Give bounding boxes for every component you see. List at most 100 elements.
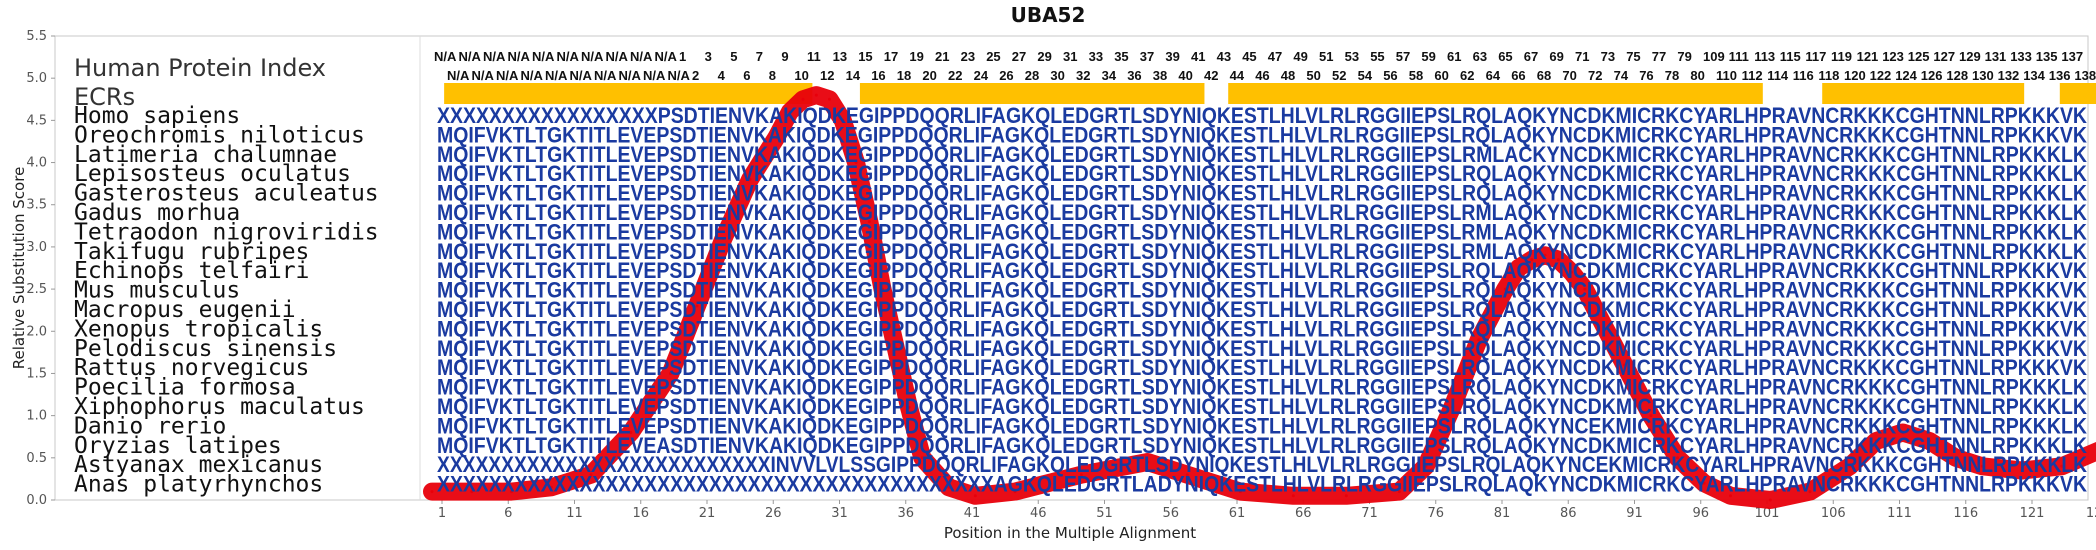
x-tick-label: 1 (438, 506, 446, 521)
index-bottom-label: N/A (594, 68, 617, 83)
species-name: Oreochromis niloticus (74, 122, 365, 148)
index-top-label: N/A (459, 49, 482, 64)
index-top-label: 71 (1575, 49, 1589, 64)
y-tick-label: 5.5 (26, 29, 47, 44)
index-top-label: 61 (1447, 49, 1461, 64)
sequence-row: XXXXXXXXXXXXXXXXXXXXXXXXXXINVVLVLSSGIPPD… (437, 452, 2087, 477)
x-tick-label: 51 (1096, 506, 1113, 521)
x-tick-label: 41 (964, 506, 981, 521)
index-bottom-label: 132 (1998, 68, 2020, 83)
index-bottom-label: 64 (1486, 68, 1501, 83)
index-bottom-label: N/A (619, 68, 642, 83)
score-point (748, 177, 752, 181)
index-top-label: N/A (581, 49, 604, 64)
index-bottom-label: N/A (668, 68, 691, 83)
species-name: Mus musculus (74, 278, 240, 304)
index-top-label: 15 (858, 49, 872, 64)
species-name: Rattus norvegicus (74, 355, 309, 381)
score-point (1901, 431, 1905, 434)
x-tick-label: 96 (1692, 506, 1709, 521)
index-top-label: 67 (1524, 49, 1538, 64)
species-name: Pelodiscus sinensis (74, 336, 337, 362)
index-top-label: 113 (1754, 49, 1775, 64)
index-bottom-label: 34 (1102, 68, 1117, 83)
x-tick-label: 26 (765, 506, 782, 521)
index-bottom-label: 14 (846, 68, 861, 83)
human-protein-index-label: Human Protein Index (74, 54, 326, 82)
score-point (1517, 266, 1520, 270)
index-top-label: 9 (781, 49, 788, 64)
index-top-label: 115 (1780, 49, 1801, 64)
index-top-label: 77 (1652, 49, 1666, 64)
index-top-label: 111 (1729, 49, 1749, 64)
index-bottom-label: 30 (1050, 68, 1064, 83)
sequence-row: MQIFVKTLTGKTITLEVEPSDTIENVKAKIQDKEGIPPDQ… (437, 239, 2087, 264)
sequence-row: MQIFVKTLTGKTITLEVEASDTIENVKAKIQDKEGIPPDQ… (437, 433, 2087, 458)
x-tick-label: 91 (1626, 506, 1643, 521)
index-top-label: 57 (1396, 49, 1410, 64)
score-point (1450, 405, 1454, 409)
index-top-label: 29 (1037, 49, 1051, 64)
sequence-row: MQIFVKTLTGKTITLEVEPSDTIENVKAKIQDKEGIPPDQ… (437, 336, 2087, 361)
index-bottom-label: N/A (643, 68, 666, 83)
index-bottom-label: 78 (1665, 68, 1679, 83)
index-bottom-label: 114 (1767, 68, 1789, 83)
sequence-row: MQIFVKTLTGKTITLEVEPSDTIENVKAKIQDKEGIPPDQ… (437, 316, 2087, 341)
index-top-label: 27 (1012, 49, 1026, 64)
index-bottom-label: 36 (1127, 68, 1141, 83)
score-point (1676, 456, 1679, 460)
index-top-label: 79 (1677, 49, 1691, 64)
index-bottom-label: 74 (1614, 68, 1629, 83)
protein-index: N/A N/A N/A N/A N/A N/A N/A N/A N/A N/A 1 3 5 7 9 11 13 1… (434, 49, 2096, 83)
species-name: Danio rerio (74, 413, 226, 439)
score-point (1980, 464, 1984, 468)
index-bottom-label: N/A (472, 68, 495, 83)
score-point (1185, 473, 1189, 477)
index-top-label: 21 (935, 49, 949, 64)
sequence-row: MQIFVKTLTGKTITLEVEPSDTIENVKAKIQDKEGIPPDQ… (437, 297, 2087, 322)
index-top-label: 127 (1933, 49, 1955, 64)
index-bottom-label: 130 (1972, 68, 1994, 83)
sequence-row: MQIFVKTLTGKTITLEVEPSDTIENVKAKIQDKEGIPPDQ… (437, 394, 2087, 419)
sequence-rows: XXXXXXXXXXXXXXXXXPSDTIENVKAKIQDKEGIPPDQQ… (437, 103, 2087, 497)
index-bottom-label: 10 (794, 68, 808, 83)
index-top-label: 23 (961, 49, 975, 64)
species-name: Astyanax mexicanus (74, 452, 323, 478)
score-point (973, 494, 977, 498)
x-tick-label: 36 (897, 506, 914, 521)
index-bottom-label: 128 (1946, 68, 1968, 83)
index-top-label: 135 (2036, 49, 2058, 64)
score-point (775, 135, 778, 139)
score-point (1344, 494, 1348, 498)
score-point (1556, 258, 1560, 262)
plot-border (54, 35, 2089, 501)
index-top-label: 51 (1319, 49, 1333, 64)
y-tick-label: 5.0 (26, 71, 47, 86)
index-top-label: N/A (532, 49, 555, 64)
score-point (430, 490, 434, 494)
index-bottom-label: N/A (496, 68, 519, 83)
x-tick-label: 86 (1560, 506, 1577, 521)
index-bottom-label: 16 (871, 68, 885, 83)
index-top-label: 5 (730, 49, 737, 64)
index-top-label: N/A (606, 49, 629, 64)
index-top-label: 1 (679, 49, 686, 64)
species-name: Echinops telfairi (74, 258, 309, 284)
score-point (470, 490, 474, 494)
index-top-label: 121 (1857, 49, 1879, 64)
index-bottom-label: 60 (1434, 68, 1448, 83)
ecr-bar (444, 83, 813, 104)
index-top-label: 117 (1805, 49, 1826, 64)
score-point (867, 220, 871, 224)
species-name: Anas platyrhynchos (74, 472, 323, 498)
sequence-row: MQIFVKTLTGKTITLEVEPSDTIENVKAKIQDKEGIPPDQ… (437, 200, 2087, 225)
x-tick-label: 61 (1229, 506, 1246, 521)
index-top-label: 131 (1985, 49, 2007, 64)
index-bottom-label: 12 (820, 68, 834, 83)
index-bottom-label: 22 (948, 68, 962, 83)
index-bottom-label: 8 (769, 68, 776, 83)
species-name: Xenopus tropicalis (74, 316, 323, 342)
index-top-label: N/A (630, 49, 653, 64)
